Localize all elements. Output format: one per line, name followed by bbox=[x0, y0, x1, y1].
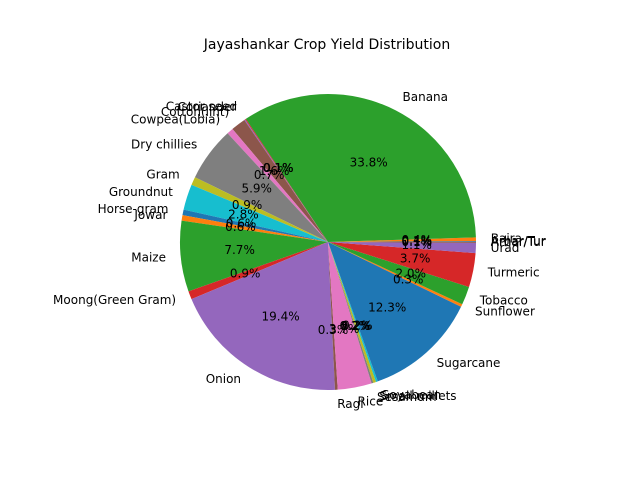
percent-label-cotton-lint: 1.6% bbox=[259, 164, 290, 178]
percent-label-coriander: 0.1% bbox=[263, 161, 294, 175]
pie-slice-dry-chillies bbox=[194, 133, 328, 242]
pie-slices bbox=[180, 93, 477, 391]
percent-label-tobacco: 2.0% bbox=[395, 267, 426, 281]
percent-labels: 0.1%0.4%33.8%0.1%0.1%1.6%0.7%5.9%0.9%2.8… bbox=[224, 156, 432, 338]
slice-label-horse-gram: Horse-gram bbox=[98, 202, 169, 216]
pie-slice-moong-green-gram bbox=[188, 242, 328, 300]
pie-slice-gram bbox=[191, 177, 328, 242]
pie-slice-banana bbox=[245, 93, 476, 243]
slice-label-maize: Maize bbox=[131, 250, 166, 264]
slice-label-sunflower: Sunflower bbox=[475, 304, 535, 318]
percent-label-sunflower: 0.3% bbox=[393, 273, 424, 287]
pie-slice-sugarcane bbox=[328, 242, 462, 382]
percent-label-ragi: 0.3% bbox=[318, 323, 349, 337]
percent-label-jowar: 0.6% bbox=[225, 220, 256, 234]
pie-slice-ragi bbox=[328, 242, 338, 390]
pie-slice-groundnut bbox=[183, 184, 328, 242]
percent-label-arhar-tur: 0.1% bbox=[402, 234, 433, 248]
pie-slice-bajra bbox=[328, 237, 476, 242]
slice-label-cotton-lint: Cotton(lint) bbox=[161, 105, 229, 119]
percent-label-arhar-tur: 0.1% bbox=[402, 235, 433, 249]
percent-label-soyabean: 0.2% bbox=[342, 318, 373, 332]
percent-label-maize: 7.7% bbox=[224, 243, 255, 257]
percent-label-banana: 33.8% bbox=[350, 156, 388, 170]
percent-label-cowpea-lobia: 0.7% bbox=[254, 168, 285, 182]
percent-label-sesamum: 0.2% bbox=[339, 319, 370, 333]
slice-label-sugarcane: Sugarcane bbox=[437, 356, 501, 370]
pie-slice-sunflower bbox=[328, 242, 463, 307]
pie-slice-urad bbox=[328, 242, 476, 254]
slice-label-tobacco: Tobacco bbox=[479, 294, 528, 308]
pie-slice-maize bbox=[180, 220, 328, 292]
slice-label-soyabean: Soyabean bbox=[382, 388, 441, 402]
pie-slice-horse-gram bbox=[182, 209, 328, 242]
pie-slice-jowar bbox=[181, 215, 328, 242]
percent-label-small-millets: 0.2% bbox=[341, 319, 372, 333]
pie-slice-castor-seed bbox=[245, 118, 328, 242]
percent-label-dry-chillies: 5.9% bbox=[241, 182, 272, 196]
pie-slice-sesamum bbox=[328, 242, 374, 384]
pie-slice-cowpea-lobia bbox=[227, 128, 328, 242]
pie-slice-turmeric bbox=[328, 242, 476, 287]
pie-slice-coriander bbox=[244, 119, 328, 242]
percent-label-horse-gram: 0.6% bbox=[226, 217, 257, 231]
pie-slice-arhar-tur bbox=[328, 242, 477, 243]
pie-slice-cotton-lint bbox=[232, 119, 328, 242]
percent-label-bajra: 0.4% bbox=[402, 233, 433, 247]
percent-label-moong-green-gram: 0.9% bbox=[230, 266, 261, 280]
pie-slice-tobacco bbox=[328, 242, 470, 305]
percent-label-onion: 19.4% bbox=[262, 310, 300, 324]
slice-label-bajra: Bajra bbox=[491, 231, 522, 245]
slice-label-onion: Onion bbox=[206, 372, 241, 386]
chart-title: Jayashankar Crop Yield Distribution bbox=[203, 37, 450, 53]
slice-label-cowpea-lobia: Cowpea(Lobia) bbox=[131, 113, 220, 127]
slice-label-small-millets: Small millets bbox=[379, 389, 456, 403]
slice-label-jowar: Jowar bbox=[133, 208, 167, 222]
pie-slice-arhar-tur bbox=[328, 241, 477, 242]
slice-label-moong-green-gram: Moong(Green Gram) bbox=[53, 293, 176, 307]
percent-label-groundnut: 2.8% bbox=[228, 208, 259, 222]
slice-label-gram: Gram bbox=[146, 167, 179, 181]
percent-label-sugarcane: 12.3% bbox=[368, 301, 406, 315]
slice-label-dry-chillies: Dry chillies bbox=[131, 137, 197, 151]
slice-label-castor-seed: Castor seed bbox=[166, 99, 237, 113]
pie-slice-rice bbox=[328, 242, 372, 390]
slice-label-ragi: Ragi bbox=[337, 397, 363, 411]
slice-label-turmeric: Turmeric bbox=[487, 266, 540, 280]
slice-label-arhar-tur: Arhar/Tur bbox=[491, 235, 546, 249]
slice-label-coriander: Coriander bbox=[177, 100, 236, 114]
slice-label-groundnut: Groundnut bbox=[109, 185, 173, 199]
pie-slice-small-millets bbox=[328, 242, 377, 383]
slice-label-urad: Urad bbox=[491, 241, 520, 255]
slice-label-sesamum: Sesamum bbox=[377, 390, 437, 404]
percent-label-turmeric: 3.7% bbox=[400, 251, 431, 265]
slice-label-banana: Banana bbox=[403, 90, 449, 104]
percent-label-rice: 3.7% bbox=[329, 322, 360, 336]
percent-label-gram: 0.9% bbox=[232, 198, 263, 212]
pie-slice-soyabean bbox=[328, 242, 378, 382]
pie-slice-onion bbox=[191, 242, 335, 391]
slice-label-arhar-tur: Arhar/Tur bbox=[491, 234, 546, 248]
percent-label-castor-seed: 0.1% bbox=[263, 161, 294, 175]
percent-label-urad: 1.1% bbox=[401, 238, 432, 252]
slice-label-rice: Rice bbox=[358, 395, 384, 409]
